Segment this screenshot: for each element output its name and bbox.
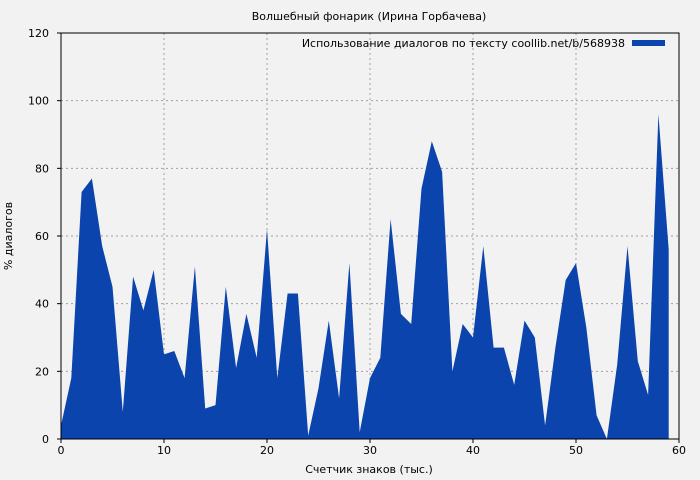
x-tick-label: 60 — [672, 444, 686, 457]
x-tick-label: 0 — [58, 444, 65, 457]
x-axis-label: Счетчик знаков (тыс.) — [305, 463, 433, 476]
y-tick-label: 40 — [35, 298, 49, 311]
y-tick-label: 100 — [28, 95, 49, 108]
chart-title: Волшебный фонарик (Ирина Горбачева) — [252, 10, 487, 23]
x-tick-label: 50 — [569, 444, 583, 457]
y-tick-label: 80 — [35, 162, 49, 175]
x-tick-label: 30 — [363, 444, 377, 457]
x-tick-label: 20 — [260, 444, 274, 457]
y-tick-label: 0 — [42, 433, 49, 446]
dialog-usage-area — [61, 114, 669, 439]
axis-ticks: 0 10 20 30 40 50 60 0 20 40 60 80 100 120 — [28, 27, 686, 457]
x-tick-label: 40 — [466, 444, 480, 457]
x-tick-label: 10 — [157, 444, 171, 457]
y-tick-label: 20 — [35, 365, 49, 378]
legend: Использование диалогов по тексту coollib… — [302, 37, 665, 50]
y-axis-label: % диалогов — [2, 202, 15, 270]
legend-label: Использование диалогов по тексту coollib… — [302, 37, 625, 50]
legend-swatch — [632, 40, 665, 46]
y-tick-label: 120 — [28, 27, 49, 40]
y-tick-label: 60 — [35, 230, 49, 243]
